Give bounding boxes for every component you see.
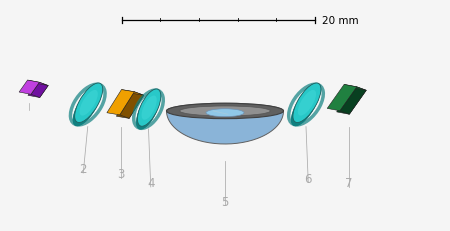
Polygon shape (28, 84, 48, 98)
Polygon shape (117, 94, 144, 119)
Ellipse shape (136, 93, 159, 130)
Text: 3: 3 (117, 167, 124, 180)
Polygon shape (122, 90, 144, 96)
Text: 2: 2 (80, 163, 87, 176)
Text: 20 mm: 20 mm (322, 16, 358, 26)
Polygon shape (291, 84, 321, 127)
Ellipse shape (291, 87, 319, 127)
Polygon shape (344, 85, 366, 91)
Polygon shape (337, 88, 366, 115)
Ellipse shape (298, 91, 316, 116)
Polygon shape (107, 90, 134, 116)
Ellipse shape (206, 109, 244, 117)
Text: 7: 7 (345, 176, 352, 189)
Text: 4: 4 (147, 176, 154, 189)
Ellipse shape (138, 90, 161, 127)
Text: 5: 5 (221, 195, 229, 208)
Ellipse shape (180, 106, 270, 116)
Polygon shape (166, 104, 284, 144)
Ellipse shape (73, 87, 101, 127)
Polygon shape (136, 90, 161, 130)
Polygon shape (73, 84, 103, 127)
Ellipse shape (80, 91, 98, 116)
Polygon shape (31, 83, 48, 98)
Ellipse shape (166, 104, 284, 119)
Polygon shape (27, 81, 48, 86)
Text: 6: 6 (305, 172, 312, 185)
Polygon shape (327, 85, 357, 111)
Ellipse shape (293, 84, 321, 123)
Polygon shape (120, 92, 144, 119)
Polygon shape (19, 81, 40, 95)
Ellipse shape (142, 96, 157, 120)
Polygon shape (340, 87, 366, 115)
Ellipse shape (75, 84, 103, 123)
